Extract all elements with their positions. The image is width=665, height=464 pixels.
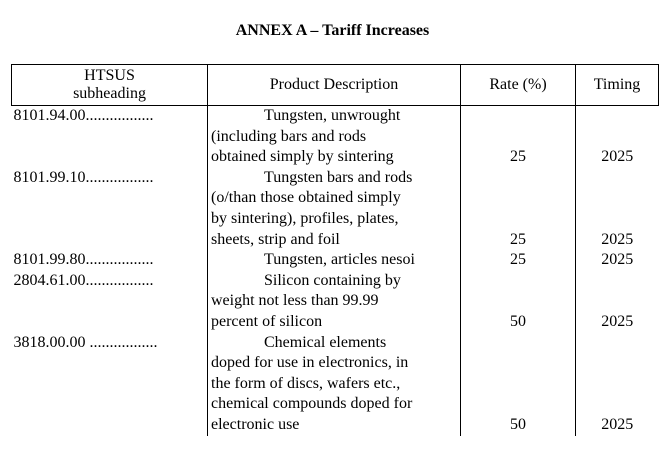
row-timing: 2025 (601, 415, 634, 433)
description-line: doped for use in electronics, in (211, 354, 409, 372)
row-timing: 2025 (601, 251, 634, 269)
tariff-table: HTSUS subheading Product Description Rat… (11, 64, 659, 436)
description-line: the form of discs, wafers etc., (211, 374, 401, 392)
table-header-row: HTSUS subheading Product Description Rat… (11, 64, 659, 106)
description-line: percent of silicon (211, 312, 323, 330)
row-product-description: Silicon containing by weight not less th… (207, 270, 461, 333)
description-line: Tungsten bars and rods (264, 168, 413, 186)
row-rate: 25 (460, 167, 576, 251)
header-rate: Rate (%) (460, 64, 576, 106)
description-line: obtained simply by sintering (211, 148, 394, 166)
row-rate: 50 (460, 270, 576, 333)
row-htsus-code: 8101.99.10................. (13, 168, 154, 186)
header-htsus-subheading: HTSUS subheading (11, 64, 208, 106)
description-line: (including bars and rods (211, 127, 367, 145)
description-line: Tungsten, articles nesoi (264, 251, 415, 269)
description-line: weight not less than 99.99 (211, 292, 379, 310)
description-line: Silicon containing by (264, 271, 401, 289)
description-line: chemical compounds doped for (211, 395, 413, 413)
description-line: Tungsten, unwrought (264, 107, 401, 124)
header-product-description: Product Description (207, 64, 461, 106)
row-product-description: Tungsten, unwrought (including bars and … (207, 105, 461, 168)
description-line: Chemical elements (264, 333, 387, 351)
row-htsus-code: 2804.61.00................. (13, 271, 154, 289)
row-timing: 2025 (601, 148, 634, 166)
row-timing: 2025 (601, 312, 634, 330)
header-htsus-line1: HTSUS (84, 67, 135, 84)
description-line: sheets, strip and foil (211, 230, 340, 248)
table-row: 8101.99.10................. Tungsten bar… (12, 167, 659, 251)
row-htsus-code: 3818.00.00 ................. (13, 333, 158, 351)
header-timing: Timing (575, 64, 659, 106)
row-rate: 25 (460, 250, 576, 271)
row-product-description: Tungsten bars and rods (o/than those obt… (207, 167, 461, 251)
header-htsus-line2: subheading (73, 85, 146, 102)
annex-title: ANNEX A – Tariff Increases (235, 22, 430, 39)
table-row: 3818.00.00 ................. Chemical el… (12, 332, 659, 436)
row-product-description: Chemical elements doped for use in elect… (207, 332, 461, 436)
row-product-description: Tungsten, articles nesoi (207, 250, 461, 271)
description-line: by sintering), profiles, plates, (211, 209, 399, 227)
row-timing: 2025 (601, 230, 634, 248)
row-htsus-code: 8101.94.00................. (13, 107, 154, 124)
description-line: (o/than those obtained simply (211, 189, 401, 207)
description-line: electronic use (211, 415, 300, 433)
row-rate: 50 (460, 332, 576, 436)
row-rate: 25 (460, 105, 576, 168)
table-row: 2804.61.00................. Silicon cont… (12, 270, 659, 333)
row-htsus-code: 8101.99.80................. (13, 251, 154, 269)
table-row: 8101.94.00................. Tungsten, un… (12, 105, 659, 168)
table-row: 8101.99.80................. Tungsten, ar… (12, 250, 659, 271)
